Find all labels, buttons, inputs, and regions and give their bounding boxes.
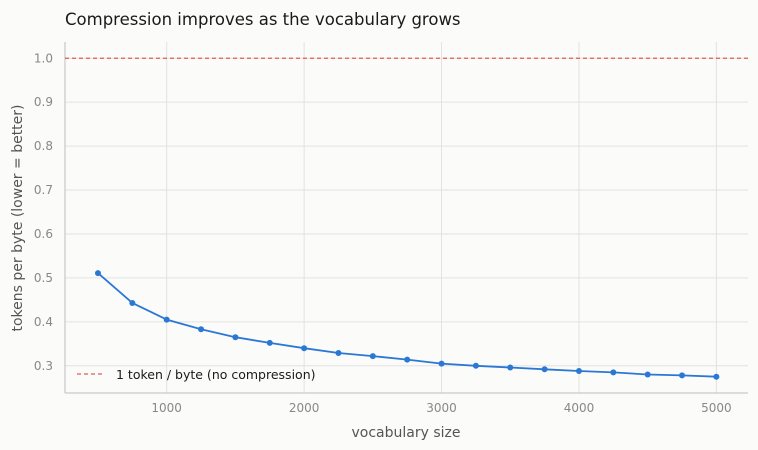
chart-title: Compression improves as the vocabulary g… [65, 10, 461, 29]
data-point [301, 345, 308, 352]
data-point [163, 316, 170, 323]
data-point [507, 364, 514, 371]
legend-label-reference: 1 token / byte (no compression) [116, 367, 316, 382]
data-point [335, 350, 342, 357]
data-point [94, 270, 101, 277]
x-tick-label: 1000 [151, 401, 182, 415]
data-point [369, 353, 376, 360]
data-point [404, 356, 411, 363]
y-tick-label: 0.6 [34, 227, 53, 241]
x-axis-label: vocabulary size [352, 425, 461, 441]
data-point [679, 372, 686, 379]
x-tick-label: 5000 [701, 401, 732, 415]
data-point [713, 373, 720, 380]
data-point [644, 371, 651, 378]
data-point [198, 326, 205, 333]
y-tick-label: 1.0 [34, 51, 53, 65]
data-point [541, 366, 548, 373]
x-tick-label: 3000 [426, 401, 457, 415]
data-point [129, 299, 136, 306]
y-axis-label: tokens per byte (lower = better) [10, 104, 26, 331]
y-tick-label: 0.5 [34, 271, 53, 285]
data-point [610, 369, 617, 376]
gridlines [65, 42, 748, 393]
data-point [266, 339, 273, 346]
x-tick-label: 4000 [564, 401, 595, 415]
legend: 1 token / byte (no compression) [77, 367, 316, 382]
x-tick-label: 2000 [289, 401, 320, 415]
y-tick-label: 0.3 [34, 359, 53, 373]
tick-labels: 1000 2000 3000 4000 5000 0.3 0.4 0.5 0.6 0.7 0.8 0.… [34, 51, 732, 415]
data-point [472, 362, 479, 369]
y-tick-label: 0.7 [34, 183, 53, 197]
data-point [575, 368, 582, 375]
axes [64, 42, 748, 394]
series-group [94, 270, 720, 380]
data-point [438, 360, 445, 367]
y-tick-label: 0.8 [34, 139, 53, 153]
y-tick-label: 0.4 [34, 315, 53, 329]
data-point [232, 334, 239, 341]
y-tick-label: 0.9 [34, 95, 53, 109]
